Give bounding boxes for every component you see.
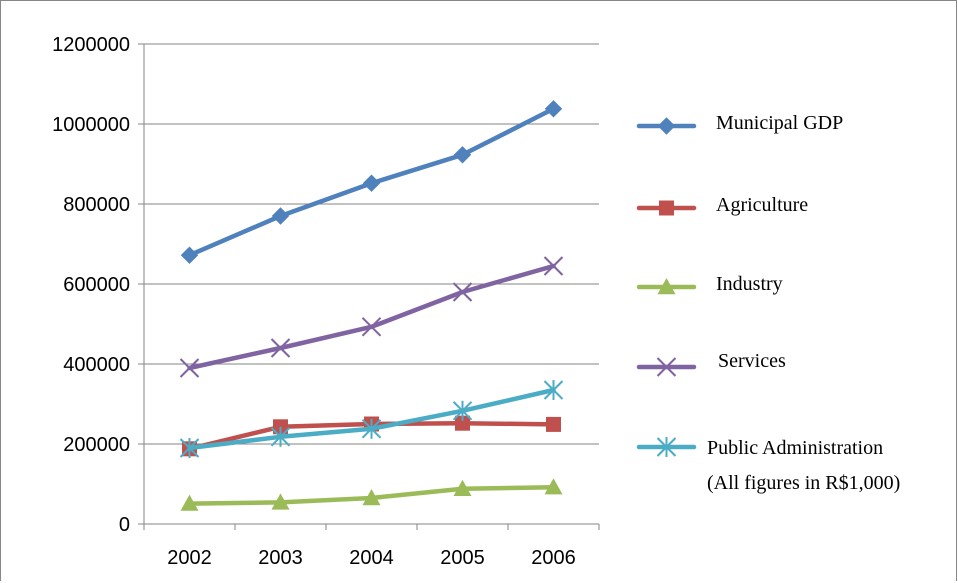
data-point — [270, 338, 291, 358]
data-point — [543, 380, 564, 400]
y-tick-label: 800000 — [63, 194, 130, 216]
y-tick-label: 200000 — [63, 434, 130, 456]
legend-marker — [656, 357, 677, 377]
legend-marker — [657, 117, 676, 135]
x-tick-label: 2006 — [531, 547, 576, 569]
series-line — [187, 263, 556, 371]
y-tick-label: 1000000 — [52, 114, 130, 136]
y-tick-label: 400000 — [63, 354, 130, 376]
series-group — [179, 100, 564, 511]
data-point — [180, 494, 199, 511]
data-point — [455, 415, 470, 431]
legend-label: Agriculture — [716, 194, 808, 216]
data-point — [452, 282, 473, 302]
data-point — [543, 256, 564, 276]
data-point — [179, 358, 200, 378]
y-tick-label: 0 — [119, 514, 130, 536]
x-tick-label: 2002 — [167, 547, 212, 569]
legend: Municipal GDP Agriculture Industry Services… — [636, 112, 900, 494]
x-tick-label: 2005 — [440, 547, 485, 569]
legend-marker — [657, 278, 676, 295]
legend-item: Services — [636, 350, 786, 377]
data-point — [180, 246, 199, 264]
data-point — [361, 317, 382, 337]
chart-annotation: (All figures in R$1,000) — [707, 472, 900, 494]
series-services — [179, 256, 564, 378]
data-point — [271, 207, 290, 225]
data-point — [452, 400, 473, 421]
series-municipal-gdp — [180, 100, 563, 264]
data-point — [271, 493, 290, 510]
legend-label: Public Administration — [707, 437, 883, 459]
data-point — [179, 438, 200, 458]
legend-marker — [656, 437, 677, 457]
x-tick-label: 2004 — [349, 547, 394, 569]
series-public-administration — [179, 380, 564, 458]
axes: 0 200000 400000 600000 800000 1000000 1200000 2… — [52, 34, 600, 569]
data-point — [362, 489, 381, 506]
legend-marker — [659, 200, 674, 216]
legend-item: Public Administration — [636, 437, 883, 459]
legend-item: Agriculture — [636, 194, 808, 216]
x-tick-label: 2003 — [258, 547, 303, 569]
legend-item: Industry — [636, 273, 783, 295]
y-tick-label: 600000 — [63, 274, 130, 296]
data-point — [453, 146, 472, 164]
gridlines — [144, 43, 599, 445]
data-point — [361, 418, 382, 439]
legend-label: Industry — [716, 273, 783, 295]
data-point — [544, 100, 563, 118]
data-point — [544, 478, 563, 495]
series-industry — [180, 478, 563, 511]
legend-label: Municipal GDP — [716, 112, 843, 134]
y-tick-label: 1200000 — [52, 34, 130, 56]
data-point — [362, 174, 381, 192]
data-point — [270, 426, 291, 447]
legend-item: Municipal GDP — [636, 112, 843, 135]
data-point — [546, 416, 561, 432]
legend-label: Services — [718, 350, 786, 372]
data-point — [453, 479, 472, 496]
